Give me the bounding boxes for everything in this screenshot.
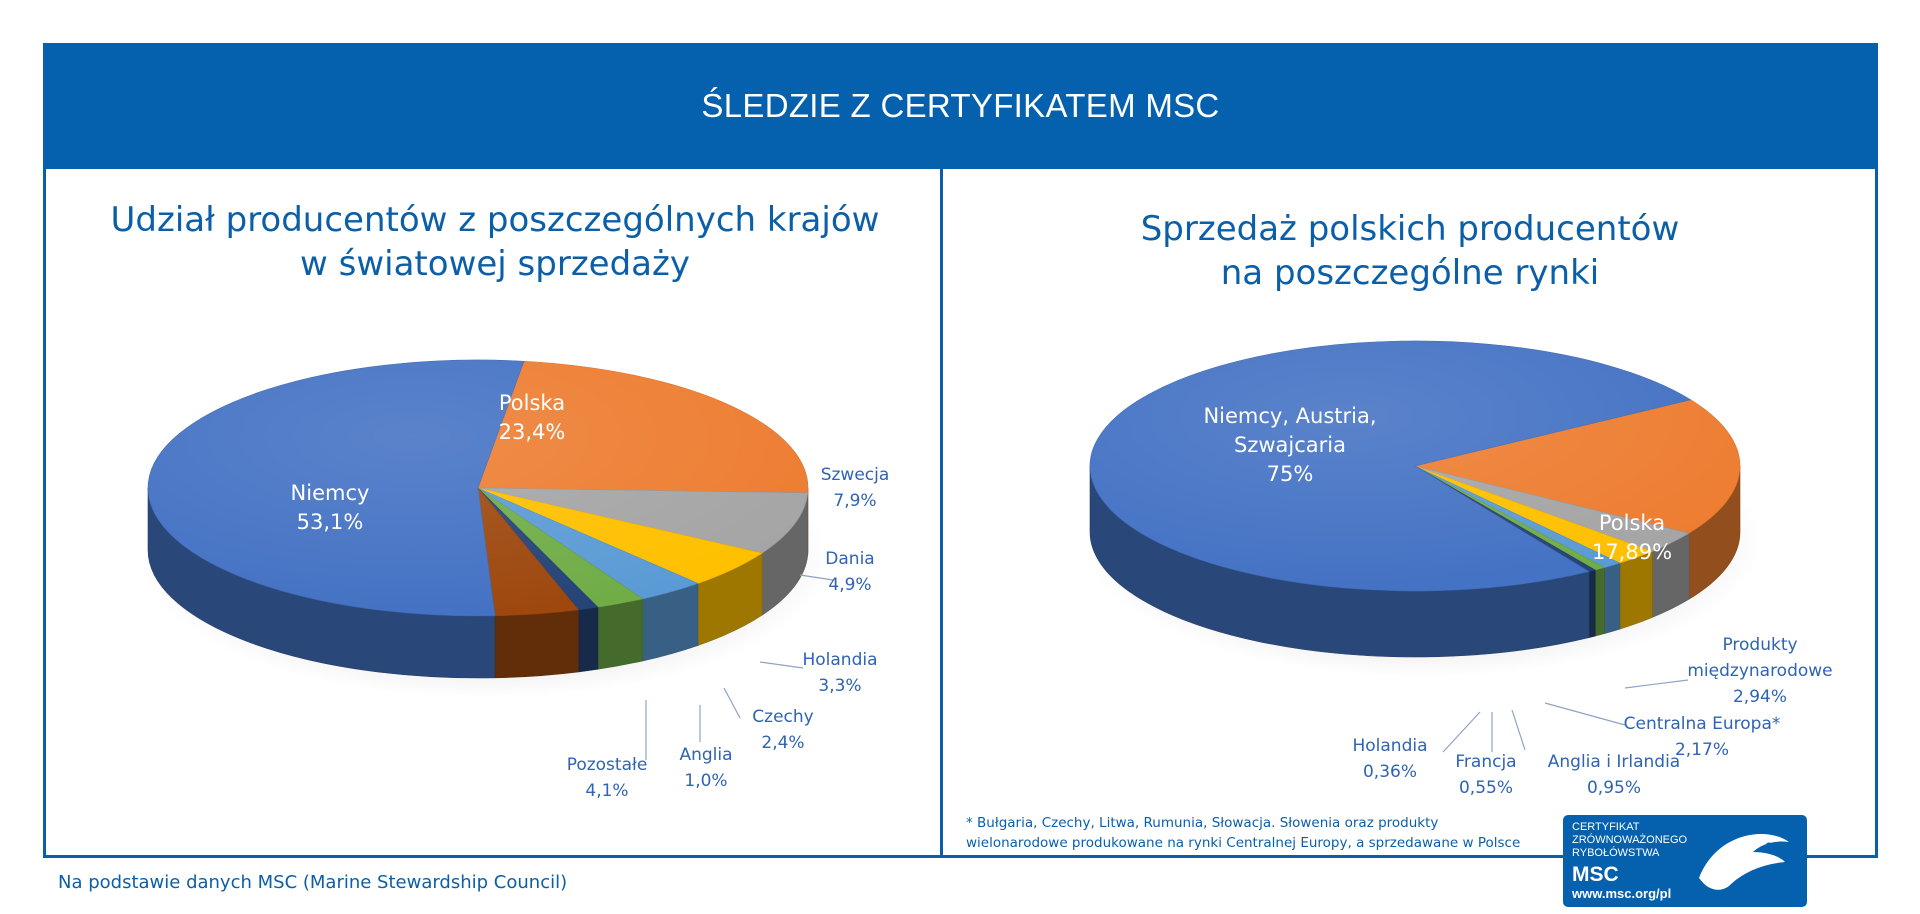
slice-label: Pozostałe (567, 755, 648, 775)
slice-value-label: 53,1% (297, 510, 364, 534)
slice-value-label: 2,17% (1675, 740, 1729, 760)
logo-trademark: ™ (1796, 876, 1805, 886)
logo-brand: MSC (1572, 863, 1619, 886)
pie-side (1604, 562, 1621, 634)
pie-side (1588, 569, 1596, 638)
slice-value-label: 75% (1267, 462, 1314, 486)
slice-label: Francja (1455, 752, 1516, 772)
leader-line (799, 574, 834, 581)
left-chart-title: Udział producentów z poszczególnych kraj… (110, 200, 880, 284)
slice-label: Szwecja (821, 465, 890, 485)
left-pie-chart: Polska 23,4% Szwecja 7,9% Dania 4,9% Holandia 3… (142, 359, 890, 801)
slice-label: Anglia i Irlandia (1548, 752, 1680, 772)
leader-line (1511, 709, 1526, 751)
pie-side (494, 609, 579, 679)
slice-label: Centralna Europa* (1624, 714, 1781, 734)
slice-value-label: 4,1% (585, 781, 628, 801)
pie-sides (1089, 465, 1741, 658)
pie-side (578, 606, 599, 673)
slice-value-label: 17,89% (1592, 540, 1672, 564)
source-note: Na podstawie danych MSC (Marine Stewards… (58, 872, 568, 893)
slice-label: Dania (825, 549, 874, 569)
slice-label: Holandia (1352, 736, 1427, 756)
slice-label: Polska (499, 391, 565, 415)
slice-label: Anglia (679, 745, 732, 765)
pie-side (597, 598, 644, 670)
leader-line (1624, 679, 1689, 689)
slice-label: Produkty międzynarodowe (1687, 635, 1832, 681)
slice-value-label: 4,9% (828, 575, 871, 595)
slice-value-label: 0,55% (1459, 778, 1513, 798)
leader-line (1442, 711, 1481, 753)
slice-label: Niemcy (291, 481, 370, 505)
slice-value-label: 2,4% (761, 733, 804, 753)
logo-certificate-text: CERTYFIKAT ZRÓWNOWAŻONEGO RYBOŁÓWSTWA (1572, 821, 1688, 859)
slice-value-label: 0,36% (1363, 762, 1417, 782)
header-banner: ŚLEDZIE Z CERTYFIKATEM MSC (43, 43, 1878, 169)
leader-line (1544, 702, 1626, 726)
footnote: * Bułgaria, Czechy, Litwa, Rumunia, Słow… (966, 815, 1521, 851)
slice-label: Holandia (802, 650, 877, 670)
slice-value-label: 23,4% (499, 420, 566, 444)
slice-value-label: 7,9% (833, 491, 876, 511)
msc-fish-icon (1680, 817, 1802, 907)
slice-value-label: 3,3% (818, 676, 861, 696)
slice-label: Niemcy, Austria, Szwajcaria (1203, 404, 1376, 457)
slice-value-label: 1,0% (684, 771, 727, 791)
right-pie-chart: Polska 17,89% Produkty międzynarodowe 2,94% C… (1084, 340, 1833, 798)
panel-divider (940, 169, 943, 858)
right-chart-title: Sprzedaż polskich producentów na poszcze… (1140, 209, 1680, 293)
logo-url: www.msc.org/pl (1572, 886, 1672, 901)
leader-line (723, 687, 741, 719)
pie-side (1594, 567, 1605, 637)
slice-label: Polska (1599, 511, 1665, 535)
pie-sides (147, 487, 809, 679)
page-title: ŚLEDZIE Z CERTYFIKATEM MSC (701, 87, 1220, 124)
slice-value-label: 2,94% (1733, 687, 1787, 707)
slice-value-label: 0,95% (1587, 778, 1641, 798)
leader-line (759, 661, 804, 669)
slice-label: Czechy (752, 707, 813, 727)
